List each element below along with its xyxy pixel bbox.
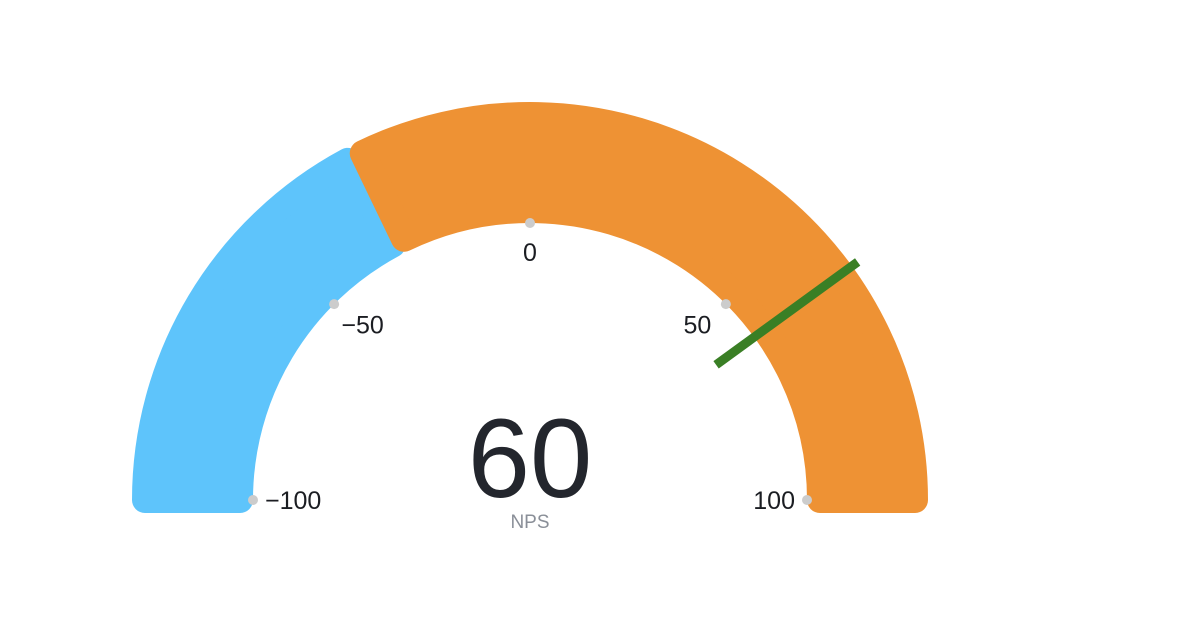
tick-dot: [720, 299, 731, 310]
gauge-unit-label: NPS: [510, 512, 549, 533]
tick-dot: [248, 495, 258, 505]
tick-label: −100: [265, 487, 321, 515]
gauge-bands: [132, 102, 928, 513]
gauge-ticks: −100 −50 0 50 100: [248, 218, 812, 515]
gauge-band-1: [349, 102, 928, 513]
target-marker-line: [713, 258, 861, 369]
tick-dot: [525, 218, 535, 228]
gauge-band-0: [132, 147, 406, 513]
tick-label: −50: [341, 312, 383, 340]
tick-label: 0: [523, 239, 537, 267]
gauge-value: 60: [468, 396, 593, 521]
tick-label: 50: [683, 312, 711, 340]
gauge-target: [713, 258, 861, 369]
tick-dot: [329, 299, 340, 310]
tick-label: 100: [753, 487, 795, 515]
tick-dot: [802, 495, 812, 505]
